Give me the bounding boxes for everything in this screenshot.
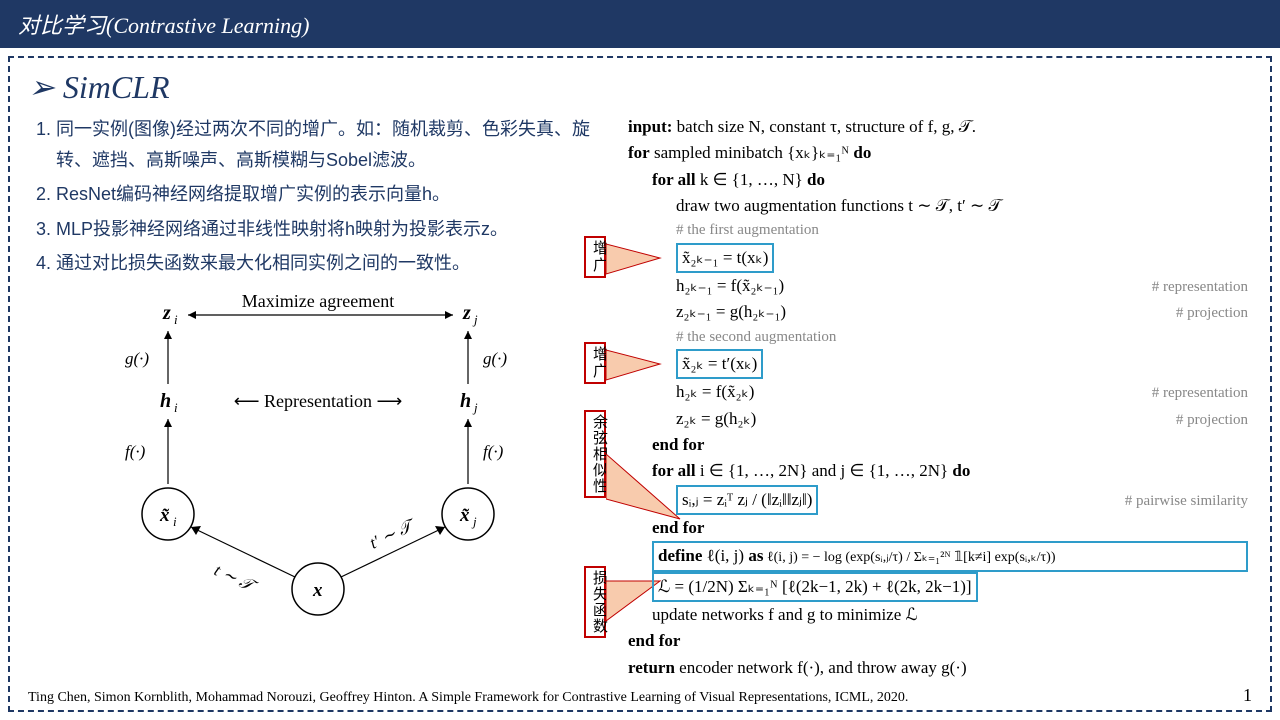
callout-cos: 余弦相似性 <box>584 410 606 498</box>
max-agreement-label: Maximize agreement <box>242 291 394 311</box>
callout-loss: 损失函数 <box>584 566 606 638</box>
svg-text:i: i <box>174 400 178 415</box>
slide-header: 对比学习(Contrastive Learning) <box>0 0 1280 48</box>
simclr-diagram: z i z j Maximize agreement g(·) g(·) <box>28 289 618 629</box>
callout-aug2: 增广 <box>584 342 606 384</box>
svg-text:j: j <box>472 400 478 415</box>
left-column: 同一实例(图像)经过两次不同的增广。如：随机裁剪、色彩失真、旋转、遮挡、高斯噪声… <box>28 114 618 681</box>
svg-text:z: z <box>462 302 471 324</box>
slide-body: SimCLR 同一实例(图像)经过两次不同的增广。如：随机裁剪、色彩失真、旋转、… <box>8 56 1272 712</box>
svg-text:t′ ∼ 𝒯: t′ ∼ 𝒯 <box>367 515 420 553</box>
step-4: 通过对比损失函数来最大化相同实例之间的一致性。 <box>56 248 618 279</box>
callout-aug1: 增广 <box>584 236 606 278</box>
steps-list: 同一实例(图像)经过两次不同的增广。如：随机裁剪、色彩失真、旋转、遮挡、高斯噪声… <box>28 114 618 279</box>
svg-text:f(·): f(·) <box>483 442 504 461</box>
svg-text:x: x <box>312 580 323 601</box>
algorithm-block: input: batch size N, constant τ, structu… <box>628 114 1248 681</box>
svg-text:i: i <box>173 514 177 529</box>
svg-text:i: i <box>174 312 178 327</box>
slide-title: SimCLR <box>28 68 1252 106</box>
svg-text:z: z <box>162 302 171 324</box>
svg-text:j: j <box>472 312 478 327</box>
page-number: 1 <box>1243 685 1252 706</box>
svg-text:t ∼ 𝒯: t ∼ 𝒯 <box>211 560 260 596</box>
svg-text:g(·): g(·) <box>125 349 149 368</box>
svg-text:x̃: x̃ <box>459 505 470 526</box>
step-2: ResNet编码神经网络提取增广实例的表示向量h。 <box>56 179 618 210</box>
step-1: 同一实例(图像)经过两次不同的增广。如：随机裁剪、色彩失真、旋转、遮挡、高斯噪声… <box>56 114 618 175</box>
svg-text:g(·): g(·) <box>483 349 507 368</box>
step-3: MLP投影神经网络通过非线性映射将h映射为投影表示z。 <box>56 214 618 245</box>
citation: Ting Chen, Simon Kornblith, Mohammad Nor… <box>28 690 908 706</box>
svg-text:⟵ Representation ⟶: ⟵ Representation ⟶ <box>234 391 403 411</box>
svg-text:x̃: x̃ <box>159 505 170 526</box>
svg-text:h: h <box>460 390 471 412</box>
svg-text:f(·): f(·) <box>125 442 146 461</box>
right-column: 增广 增广 余弦相似性 损失函数 input: batch size N, co… <box>628 114 1248 681</box>
svg-text:h: h <box>160 390 171 412</box>
